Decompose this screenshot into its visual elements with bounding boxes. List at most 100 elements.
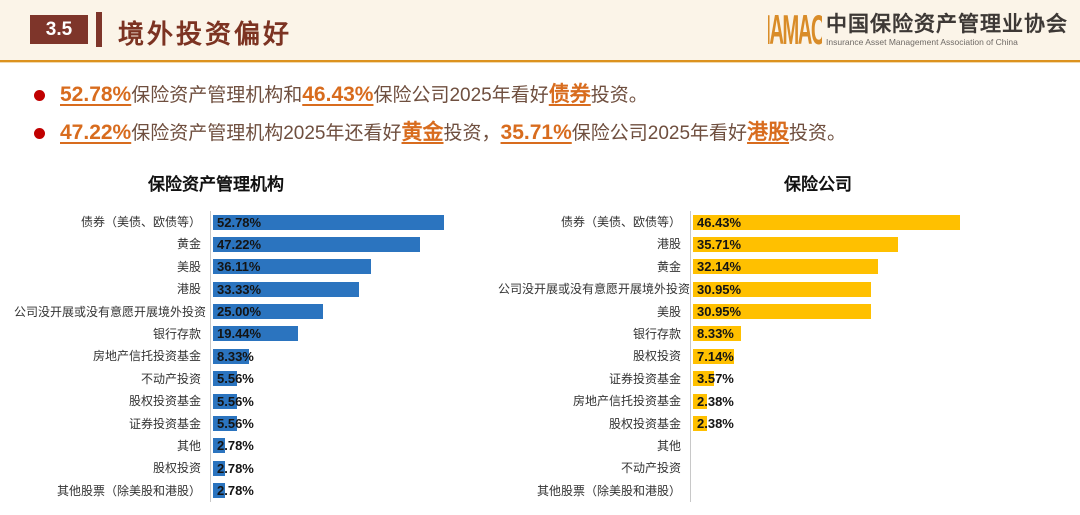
- category-label: 证券投资基金: [128, 416, 201, 431]
- chart-row: 黄金 47.22%: [14, 233, 486, 256]
- category-label: 港股: [656, 237, 681, 252]
- bar-track: 47.22%: [210, 233, 486, 256]
- bullet-text-segment: 保险公司2025年看好: [571, 123, 748, 144]
- title-accent-bar: [96, 12, 102, 47]
- chart-asset-managers: 保险资产管理机构 债券（美债、欧债等） 52.78% 黄金 47.22% 美股 36.11…: [14, 170, 486, 503]
- bar: [693, 371, 714, 387]
- bar-track: 46.43%: [690, 211, 1064, 234]
- chart-row: 黄金 32.14%: [498, 255, 1064, 279]
- value-label: 30.95%: [697, 281, 742, 297]
- category-label: 美股: [656, 304, 681, 319]
- chart-title: 保险公司: [784, 175, 852, 194]
- category-label: 不动产投资: [140, 371, 201, 386]
- bullet-highlight: 债券: [548, 83, 591, 106]
- bullet-text-segment: 投资。: [789, 123, 847, 144]
- bar-track: 2.78%: [210, 479, 486, 503]
- category-label: 房地产信托投资基金: [572, 394, 681, 409]
- bar-track: [690, 457, 1064, 480]
- bar-track: 2.78%: [210, 457, 486, 480]
- value-label: 7.14%: [697, 348, 734, 364]
- page-title: 境外投资偏好: [118, 19, 293, 49]
- section-number: 3.5: [45, 19, 73, 40]
- bar-track: 7.14%: [690, 345, 1064, 368]
- value-label: 47.22%: [217, 236, 262, 252]
- chart-row: 港股 35.71%: [498, 233, 1064, 256]
- category-label: 公司没开展或没有意愿开展境外投资: [498, 282, 691, 297]
- chart-row: 公司没开展或没有意愿开展境外投资 30.95%: [498, 278, 1064, 301]
- chart-row: 美股 30.95%: [498, 300, 1064, 323]
- bar: [693, 326, 741, 342]
- bar-track: 33.33%: [210, 278, 486, 301]
- value-label: 32.14%: [697, 259, 742, 275]
- bullet-highlight: 52.78%: [60, 83, 132, 106]
- value-label: 35.71%: [697, 236, 742, 252]
- chart-row: 房地产信托投资基金 8.33%: [14, 345, 486, 368]
- bullet-highlight: 35.71%: [500, 121, 572, 144]
- bar: [213, 371, 238, 387]
- bullet-marker-icon: [34, 128, 45, 139]
- bar: [213, 281, 359, 297]
- value-label: 8.33%: [697, 326, 734, 342]
- bar: [213, 304, 323, 320]
- category-label: 公司没开展或没有意愿开展境外投资: [14, 304, 207, 319]
- value-label: 46.43%: [697, 214, 742, 230]
- bar-track: 36.11%: [210, 255, 486, 279]
- value-label: 19.44%: [217, 326, 262, 342]
- bar-track: [690, 479, 1064, 503]
- chart-row: 股权投资基金 5.56%: [14, 390, 486, 413]
- bar: [693, 348, 735, 364]
- bar-track: 25.00%: [210, 300, 486, 323]
- bar: [213, 393, 238, 409]
- value-label: 36.11%: [217, 259, 261, 275]
- bar: [213, 236, 420, 252]
- category-label: 股权投资基金: [608, 416, 681, 431]
- iamac-logo-icon: IAMAC: [768, 5, 822, 55]
- value-label: 2.78%: [217, 438, 254, 454]
- category-label: 其他: [176, 438, 201, 453]
- chart-row: 证券投资基金 5.56%: [14, 412, 486, 435]
- value-label: 8.33%: [217, 348, 254, 364]
- bullet-text-segment: 保险资产管理机构2025年还看好: [131, 123, 402, 144]
- chart-row: 不动产投资 5.56%: [14, 367, 486, 391]
- bar-track: 30.95%: [690, 300, 1064, 323]
- chart-row: 其他 2.78%: [14, 434, 486, 458]
- chart-row: 其他股票（除美股和港股）: [498, 479, 1064, 503]
- category-label: 银行存款: [632, 326, 681, 341]
- logo-text-block: 中国保险资产管理业协会 Insurance Asset Management A…: [826, 12, 1068, 48]
- bar-track: 19.44%: [210, 322, 486, 346]
- bar-track: [690, 434, 1064, 458]
- value-label: 25.00%: [217, 304, 262, 320]
- chart-insurance-companies: 保险公司 债券（美债、欧债等） 46.43% 港股 35.71% 黄金 32.14% 公司没…: [498, 170, 1064, 503]
- category-label: 其他股票（除美股和港股）: [56, 483, 201, 498]
- category-label: 美股: [176, 259, 201, 274]
- bar-track: 2.38%: [690, 390, 1064, 413]
- bar: [213, 416, 238, 432]
- chart-rows: 债券（美债、欧债等） 52.78% 黄金 47.22% 美股 36.11% 港股 33.33%…: [14, 211, 486, 503]
- category-label: 债券（美债、欧债等）: [80, 215, 201, 229]
- value-label: 2.78%: [217, 483, 254, 499]
- chart-row: 银行存款 8.33%: [498, 322, 1064, 346]
- chart-row: 银行存款 19.44%: [14, 322, 486, 346]
- category-label: 黄金: [656, 259, 681, 274]
- bullet-highlight: 黄金: [401, 121, 444, 144]
- chart-row: 港股 33.33%: [14, 278, 486, 301]
- bar: [213, 438, 226, 454]
- category-label: 股权投资: [632, 349, 681, 364]
- category-label: 不动产投资: [620, 461, 681, 476]
- bar-track: 5.56%: [210, 367, 486, 391]
- category-label: 债券（美债、欧债等）: [560, 215, 681, 229]
- header-bar: 3.5 境外投资偏好 IAMAC 中国保险资产管理业协会 Insurance A…: [0, 0, 1080, 60]
- bullet-highlight: 46.43%: [302, 83, 374, 106]
- category-label: 股权投资: [152, 461, 201, 476]
- category-label: 银行存款: [152, 326, 201, 341]
- bullet-marker-icon: [34, 90, 45, 101]
- bar: [213, 460, 226, 476]
- bar: [693, 416, 707, 432]
- chart-row: 公司没开展或没有意愿开展境外投资 25.00%: [14, 300, 486, 323]
- category-label: 其他: [656, 438, 681, 453]
- bar-track: 30.95%: [690, 278, 1064, 301]
- chart-row: 其他股票（除美股和港股） 2.78%: [14, 479, 486, 503]
- bar: [213, 326, 299, 342]
- bullet-text-segment: 投资。: [590, 85, 648, 106]
